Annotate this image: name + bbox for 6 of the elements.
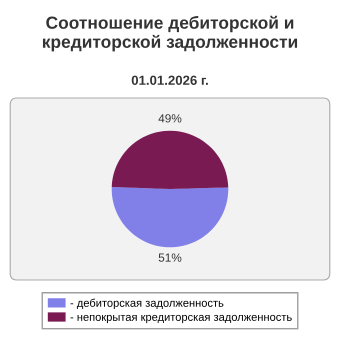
chart-subtitle: 01.01.2026 г.: [132, 76, 208, 85]
chart-title: Соотношение дебиторской и кредиторской задолженности: [42, 16, 298, 52]
legend-label: - дебиторская задолженность: [70, 298, 224, 310]
data-label: 51%: [158, 253, 182, 262]
legend-label: - непокрытая кредиторская задолженность: [70, 314, 292, 324]
data-label: 49%: [158, 114, 182, 123]
